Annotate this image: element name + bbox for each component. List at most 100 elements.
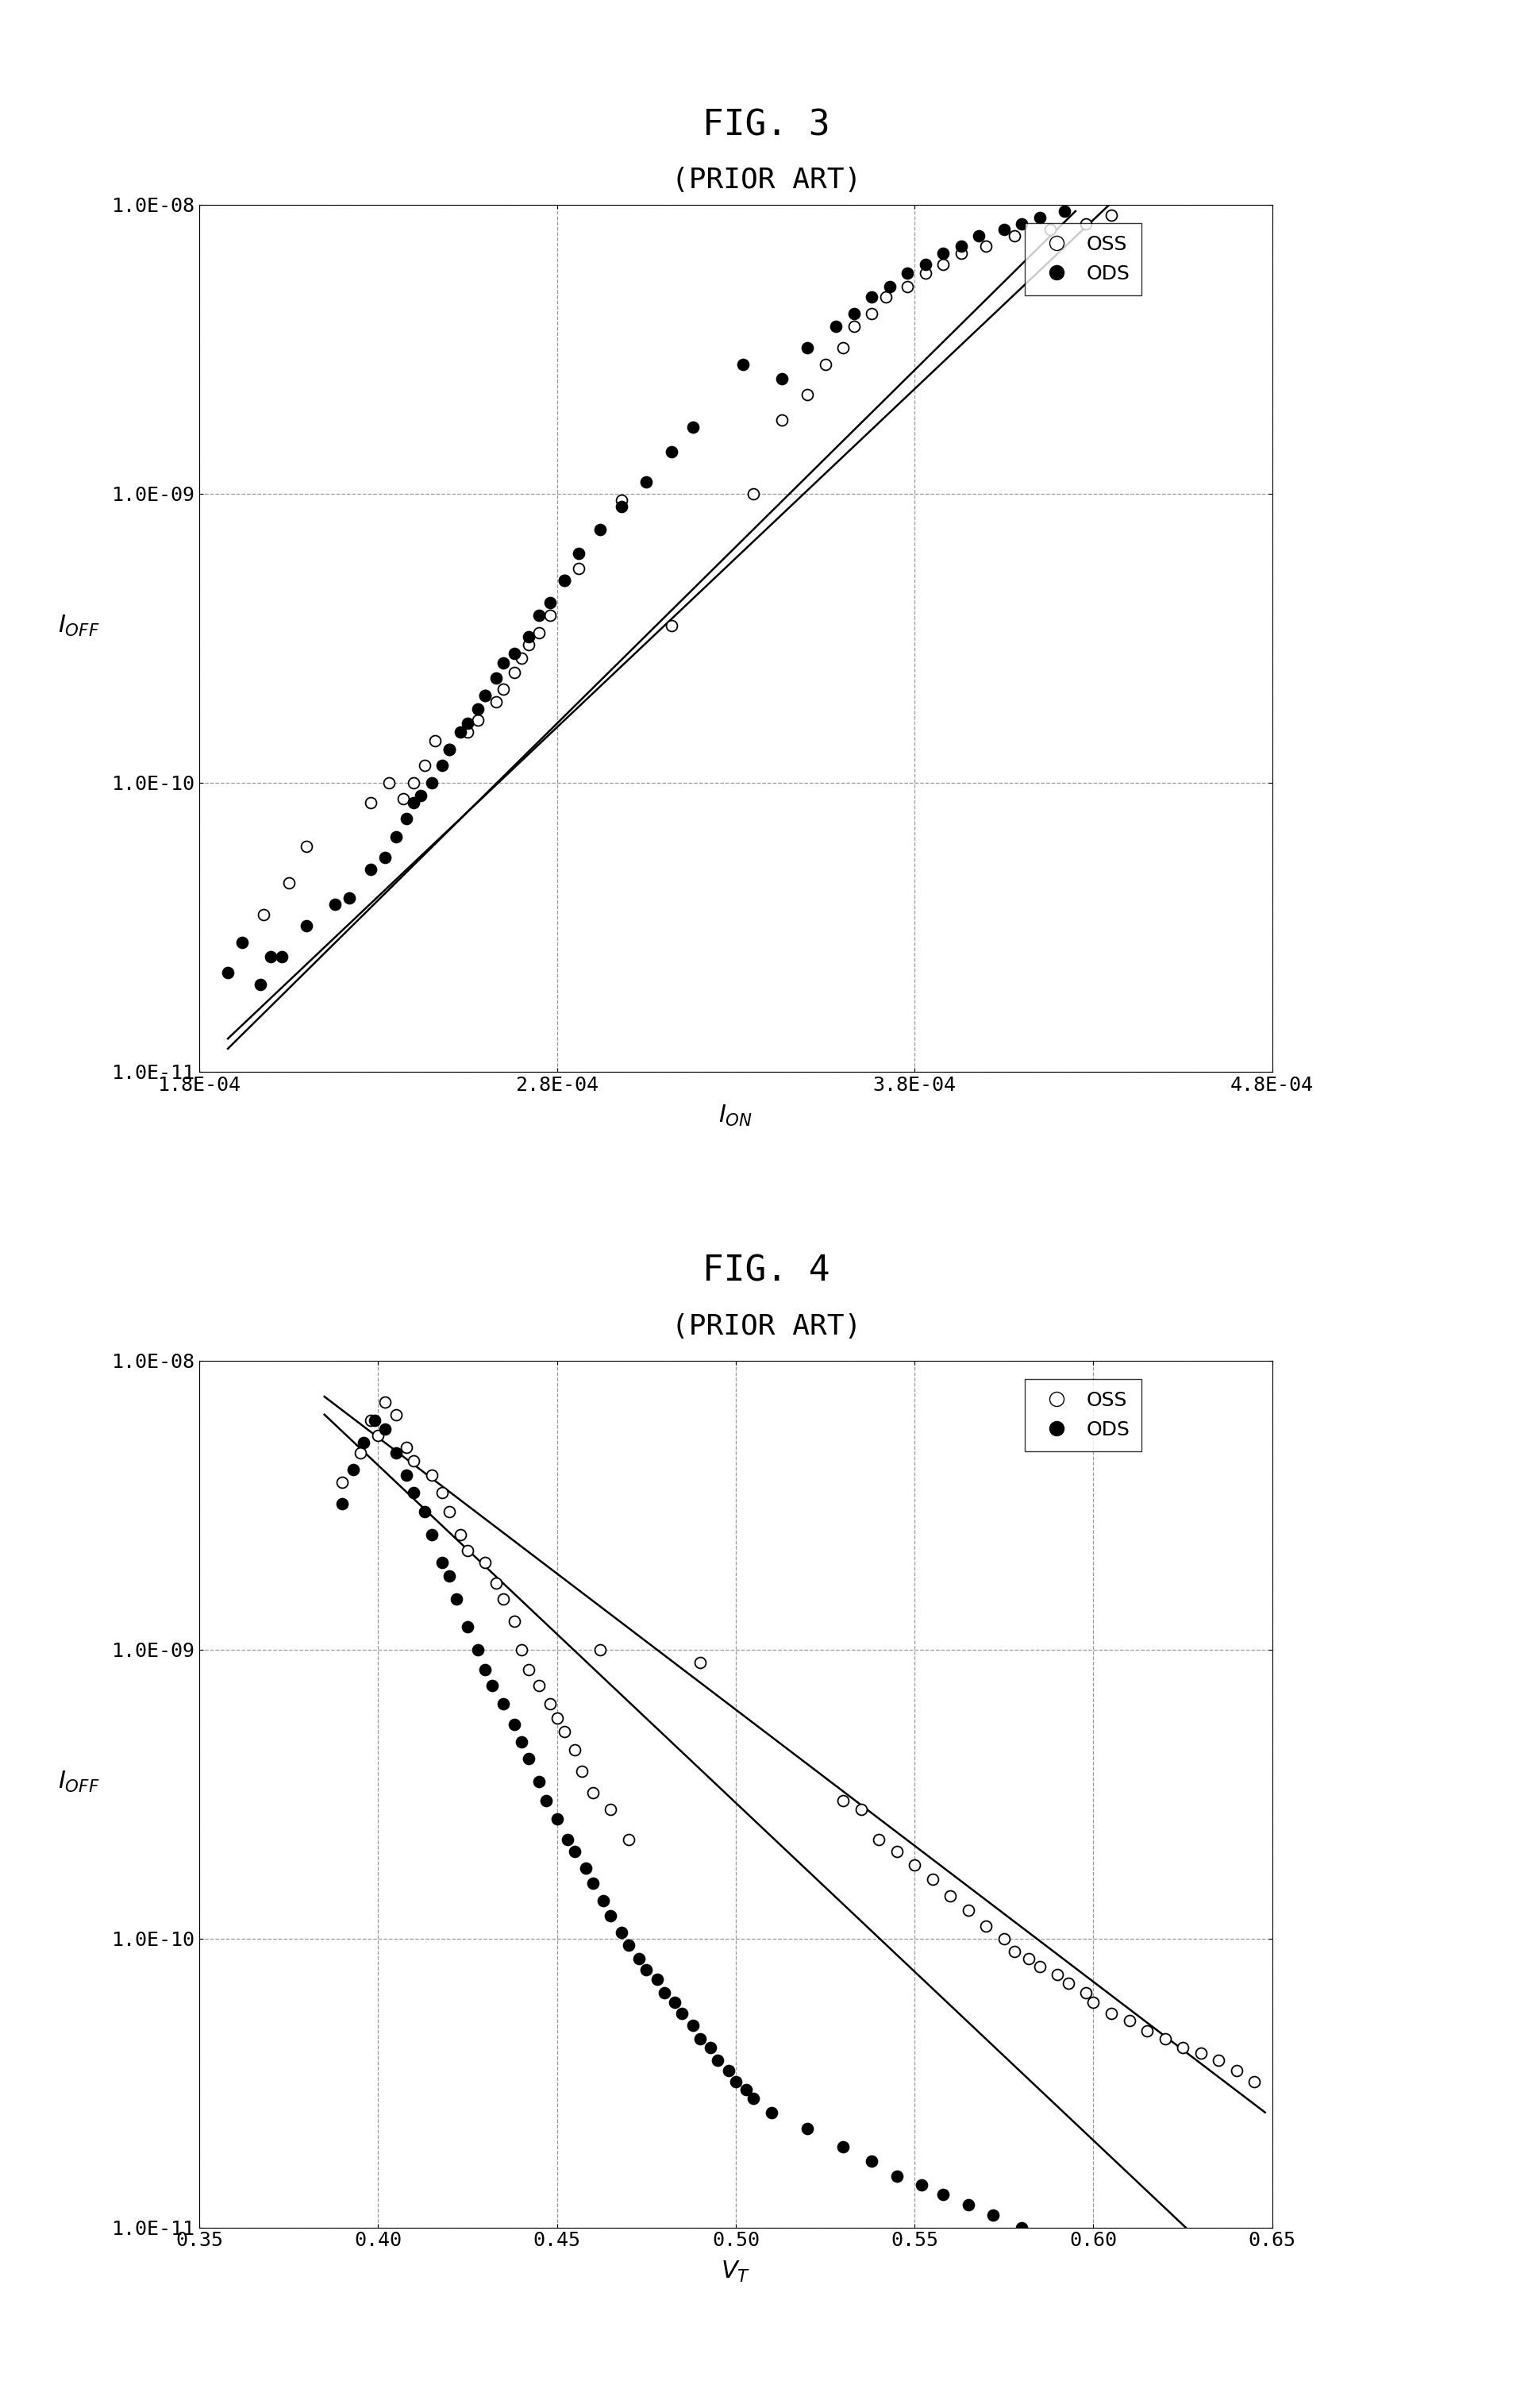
Point xyxy=(423,720,447,759)
Point xyxy=(294,828,319,867)
Point xyxy=(555,1820,579,1859)
Point xyxy=(859,2141,884,2179)
Point xyxy=(538,595,562,633)
Point xyxy=(913,246,938,284)
Point xyxy=(565,535,590,573)
Point xyxy=(473,677,498,715)
Point xyxy=(597,1789,622,1828)
Point xyxy=(1056,1965,1080,2003)
Point xyxy=(645,1960,669,1999)
Point xyxy=(473,1649,498,1688)
Point xyxy=(401,783,426,821)
Point xyxy=(1224,2261,1249,2300)
Point xyxy=(1037,209,1062,248)
Point xyxy=(533,1782,558,1820)
Point xyxy=(1010,2208,1034,2247)
Point xyxy=(509,1722,533,1760)
Point xyxy=(490,1580,515,1618)
X-axis label: $V_T$: $V_T$ xyxy=(720,2259,751,2283)
Point xyxy=(383,1433,408,1471)
Point xyxy=(680,2006,705,2044)
Point xyxy=(859,294,884,332)
Point xyxy=(669,1994,694,2032)
Point xyxy=(544,1799,568,1837)
Point xyxy=(501,653,525,691)
Point xyxy=(490,643,515,681)
Point xyxy=(412,1493,437,1531)
Point xyxy=(723,2061,748,2100)
Point xyxy=(715,2052,740,2090)
Point xyxy=(391,780,415,819)
Point xyxy=(565,549,590,588)
Point xyxy=(973,226,997,265)
Point xyxy=(251,896,276,934)
Point xyxy=(394,1457,418,1495)
Point xyxy=(570,1751,594,1789)
Point xyxy=(1206,2040,1230,2078)
Point xyxy=(276,864,300,903)
Point xyxy=(930,2174,954,2213)
Point xyxy=(473,1544,498,1582)
Point xyxy=(552,561,576,600)
Point xyxy=(581,1864,605,1902)
Point xyxy=(699,2028,723,2066)
Point xyxy=(447,1515,472,1553)
Point xyxy=(841,294,866,332)
Point xyxy=(587,510,611,549)
Point xyxy=(348,1433,372,1471)
Point xyxy=(455,713,480,751)
Point xyxy=(430,1544,455,1582)
Point xyxy=(608,482,633,520)
Point xyxy=(437,730,461,768)
Point xyxy=(501,633,525,672)
Point xyxy=(651,1972,676,2011)
Point xyxy=(466,1630,490,1669)
Point xyxy=(447,713,472,751)
Point xyxy=(1224,2052,1249,2090)
Point xyxy=(841,306,866,344)
Text: (PRIOR ART): (PRIOR ART) xyxy=(671,1312,861,1341)
Point xyxy=(1074,205,1098,243)
Point xyxy=(741,474,766,513)
Point xyxy=(1241,2061,1265,2100)
Point xyxy=(680,407,705,445)
Point xyxy=(1016,1938,1040,1977)
Point xyxy=(895,267,919,306)
Point xyxy=(991,209,1016,248)
Point xyxy=(1002,217,1026,255)
Point xyxy=(741,2078,766,2117)
Point xyxy=(1088,2227,1112,2266)
Point xyxy=(1026,197,1051,236)
Point xyxy=(552,561,576,600)
Point xyxy=(1045,1955,1069,1994)
Point xyxy=(552,1712,576,1751)
Text: FIG. 4: FIG. 4 xyxy=(702,1255,830,1288)
Point xyxy=(527,1666,552,1705)
Point xyxy=(967,217,991,255)
Point xyxy=(362,1401,386,1440)
Point xyxy=(1144,2244,1169,2283)
Point xyxy=(769,400,794,438)
Point xyxy=(591,1881,616,1919)
Y-axis label: $I_{OFF}$: $I_{OFF}$ xyxy=(58,1770,100,1794)
X-axis label: $I_{ON}$: $I_{ON}$ xyxy=(719,1103,752,1127)
Point xyxy=(484,660,509,698)
Point xyxy=(401,1442,426,1481)
Point xyxy=(876,267,901,306)
Point xyxy=(358,783,383,821)
Point xyxy=(230,922,254,961)
Point xyxy=(587,1630,611,1669)
Point xyxy=(627,1938,651,1977)
Point xyxy=(1134,2011,1158,2049)
Point xyxy=(1002,1931,1026,1970)
Point xyxy=(662,1984,686,2023)
Point xyxy=(366,1416,391,1454)
Point xyxy=(1074,1972,1098,2011)
Point xyxy=(859,277,884,315)
Point xyxy=(795,2109,820,2148)
Point xyxy=(490,669,515,708)
Point xyxy=(849,1789,873,1828)
Point xyxy=(948,234,973,272)
Point xyxy=(394,1428,418,1466)
Point xyxy=(527,595,552,633)
